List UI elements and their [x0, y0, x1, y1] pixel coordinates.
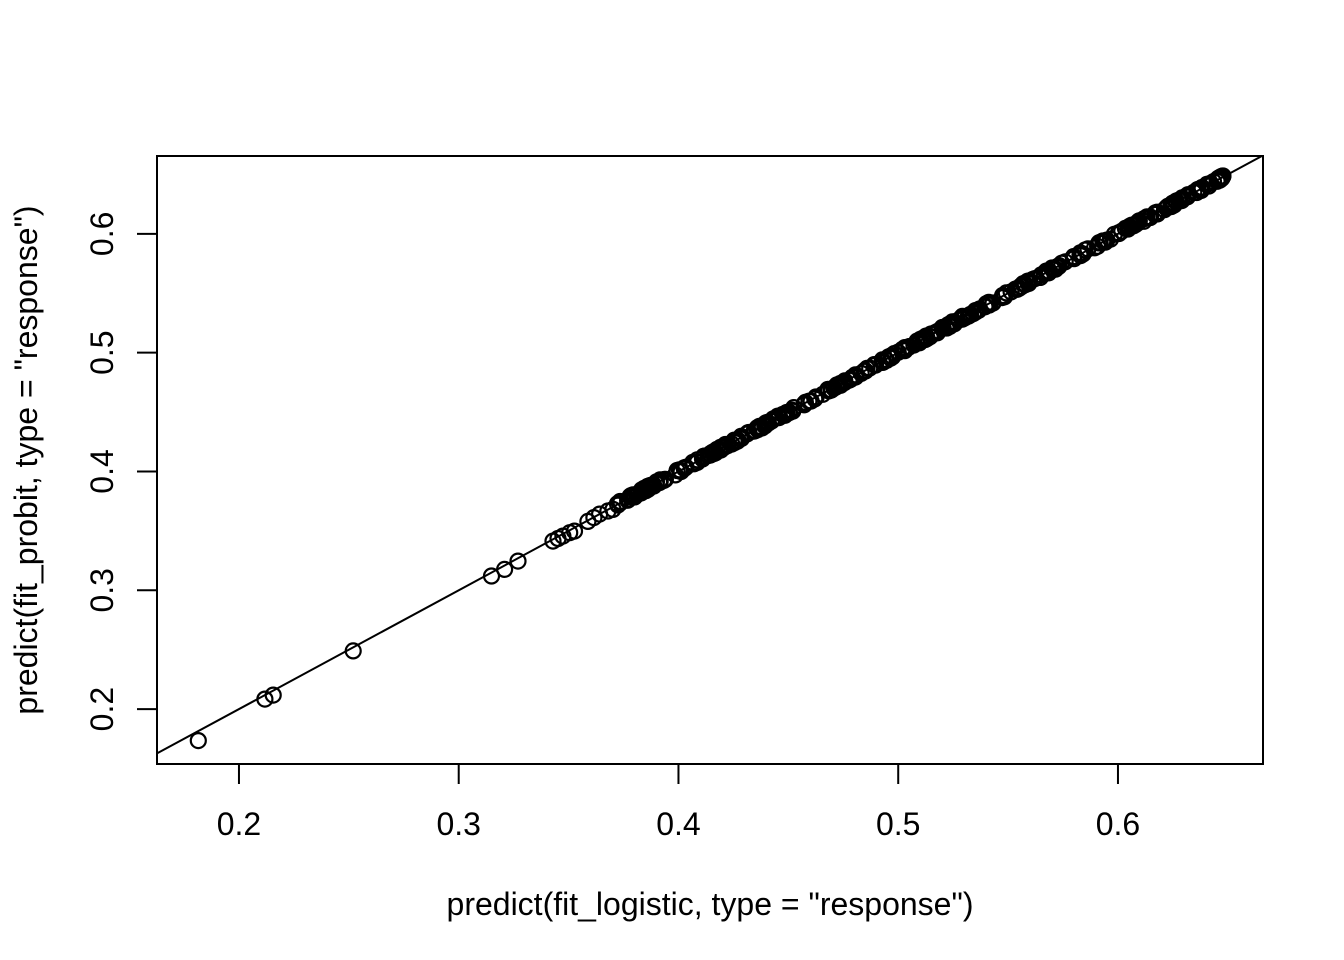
data-point — [624, 486, 642, 504]
scatter-points — [189, 167, 1232, 750]
data-point — [865, 356, 883, 374]
data-point — [796, 393, 815, 411]
data-point — [1212, 169, 1230, 188]
data-point — [1050, 257, 1068, 276]
data-point — [1163, 197, 1182, 215]
data-point — [604, 500, 622, 518]
data-point — [1064, 248, 1083, 266]
data-point — [748, 420, 766, 438]
data-point — [189, 731, 207, 750]
y-tick-label: 0.4 — [84, 449, 120, 493]
x-tick-label: 0.2 — [217, 806, 261, 842]
data-point — [980, 293, 998, 311]
data-point — [647, 473, 666, 491]
y-tick-label: 0.2 — [84, 687, 120, 731]
data-point — [928, 324, 947, 342]
x-tick-label: 0.4 — [656, 806, 700, 842]
data-point — [814, 385, 832, 403]
data-point — [565, 522, 584, 540]
data-point — [740, 423, 758, 442]
y-tick-label: 0.6 — [84, 212, 120, 256]
data-point — [482, 567, 501, 585]
data-point — [967, 302, 986, 320]
x-tick-label: 0.5 — [876, 806, 920, 842]
data-point — [644, 476, 662, 494]
data-point — [1024, 270, 1042, 288]
data-point — [953, 308, 971, 326]
y-axis-label: predict(fit_probit, type = "response") — [8, 205, 44, 714]
data-point — [264, 686, 282, 704]
x-tick-label: 0.3 — [436, 806, 480, 842]
data-point — [344, 642, 362, 660]
data-point — [856, 361, 874, 379]
data-point — [873, 352, 892, 370]
x-axis-label: predict(fit_logistic, type = "response") — [447, 886, 974, 922]
data-point — [655, 471, 673, 489]
x-tick-label: 0.6 — [1096, 806, 1140, 842]
data-point — [917, 327, 935, 345]
data-point — [496, 560, 514, 579]
data-point — [976, 297, 995, 315]
data-point — [728, 432, 747, 450]
data-point — [766, 409, 785, 427]
data-point — [1019, 274, 1037, 292]
data-point — [1124, 217, 1143, 235]
data-point — [256, 690, 274, 708]
data-point — [829, 376, 848, 394]
axes: 0.2 0.3 0.4 0.5 0.6 0.2 0.3 0.4 0.5 0.6 — [84, 212, 1140, 842]
y-tick-label: 0.3 — [84, 568, 120, 612]
data-point — [876, 350, 894, 369]
data-point — [1136, 209, 1155, 227]
data-point — [889, 343, 907, 361]
data-point — [1189, 180, 1207, 199]
data-point — [509, 552, 527, 570]
data-point — [775, 406, 793, 424]
data-point — [688, 453, 706, 471]
data-point — [671, 461, 689, 479]
data-point — [708, 442, 726, 460]
data-point — [934, 319, 952, 337]
data-point — [1040, 263, 1059, 281]
data-point — [1088, 237, 1107, 255]
data-point — [1094, 232, 1112, 250]
y-tick-label: 0.5 — [84, 330, 120, 374]
plot-box — [156, 155, 1264, 765]
